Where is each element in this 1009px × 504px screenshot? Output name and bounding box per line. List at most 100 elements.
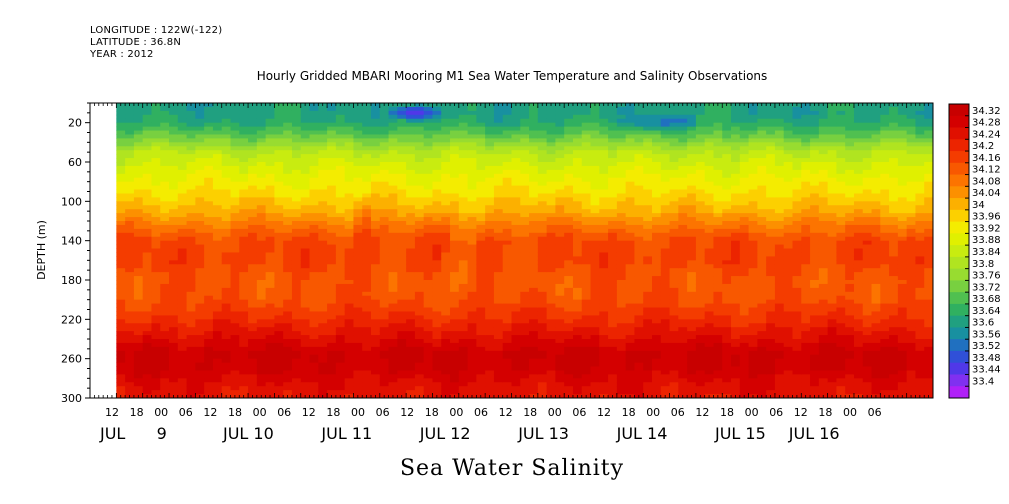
heatmap-cell [555, 346, 565, 352]
heatmap-cell [467, 130, 477, 135]
heatmap-cell [467, 189, 477, 194]
heatmap-cell [248, 122, 258, 128]
heatmap-cell [572, 335, 583, 340]
heatmap-cell [687, 228, 697, 234]
heatmap-cell [660, 134, 671, 139]
heatmap-cell [335, 283, 346, 289]
heatmap-cell [450, 173, 460, 179]
heatmap-cell [151, 374, 161, 379]
heatmap-cell [616, 339, 627, 344]
heatmap-cell [142, 358, 152, 364]
heatmap-cell [432, 342, 442, 348]
heatmap-cell [230, 287, 240, 293]
heatmap-cell [256, 276, 267, 281]
heatmap-cell [555, 268, 565, 273]
heatmap-cell [318, 295, 328, 301]
heatmap-cell [458, 181, 469, 187]
heatmap-cell [142, 213, 152, 218]
heatmap-cell [186, 311, 196, 316]
heatmap-cell [520, 122, 530, 128]
heatmap-cell [502, 260, 512, 265]
heatmap-cell [335, 307, 346, 312]
heatmap-cell [476, 142, 486, 147]
heatmap-cell [204, 260, 214, 265]
heatmap-cell [388, 390, 398, 395]
heatmap-cell [467, 295, 477, 301]
heatmap-cell [283, 299, 293, 305]
heatmap-cell [283, 228, 293, 234]
heatmap-cell [590, 106, 600, 112]
heatmap-cell [652, 169, 662, 175]
heatmap-cell [511, 264, 521, 269]
heatmap-cell [371, 386, 381, 391]
heatmap-cell [467, 110, 477, 116]
heatmap-cell [388, 319, 398, 324]
heatmap-cell [564, 197, 574, 202]
heatmap-cell [467, 146, 477, 151]
heatmap-cell [485, 280, 495, 285]
heatmap-cell [493, 287, 504, 293]
heatmap-cell [248, 291, 258, 297]
heatmap-cell [169, 217, 179, 222]
heatmap-cell [564, 358, 574, 364]
heatmap-cell [485, 169, 495, 175]
heatmap-cell [643, 173, 653, 179]
heatmap-cell [476, 118, 486, 124]
heatmap-cell [371, 287, 381, 293]
heatmap-cell [432, 114, 442, 120]
heatmap-cell [388, 205, 398, 210]
heatmap-cell [511, 201, 521, 206]
heatmap-cell [432, 150, 442, 155]
heatmap-cell [450, 382, 460, 387]
heatmap-cell [441, 181, 451, 187]
heatmap-cell [423, 177, 433, 183]
heatmap-cell [397, 217, 407, 222]
heatmap-cell [450, 256, 460, 261]
heatmap-cell [248, 260, 258, 265]
heatmap-cell [309, 299, 319, 305]
heatmap-cell [599, 126, 609, 132]
heatmap-cell [133, 197, 144, 202]
heatmap-cell [467, 260, 477, 265]
heatmap-cell [511, 260, 521, 265]
heatmap-cell [414, 272, 425, 277]
heatmap-cell [678, 335, 688, 340]
heatmap-cell [397, 248, 407, 253]
heatmap-cell [186, 106, 196, 112]
heatmap-cell [335, 370, 346, 375]
heatmap-cell [687, 386, 697, 391]
heatmap-cell [467, 339, 477, 344]
heatmap-cell [458, 354, 469, 360]
heatmap-cell [353, 272, 363, 277]
heatmap-cell [660, 165, 671, 171]
heatmap-cell [660, 358, 671, 364]
heatmap-cell [423, 354, 433, 360]
heatmap-cell [142, 197, 152, 202]
heatmap-cell [687, 319, 697, 324]
heatmap-cell [678, 248, 688, 253]
heatmap-cell [599, 122, 609, 128]
heatmap-cell [643, 221, 653, 226]
heatmap-cell [660, 350, 671, 356]
heatmap-cell [625, 197, 635, 202]
heatmap-cell [230, 327, 240, 332]
heatmap-cell [116, 272, 126, 277]
heatmap-cell [388, 283, 398, 289]
heatmap-cell [634, 165, 644, 171]
heatmap-cell [616, 327, 627, 332]
heatmap-cell [529, 335, 539, 340]
heatmap-cell [397, 142, 407, 147]
heatmap-cell [256, 346, 267, 352]
heatmap-cell [344, 378, 354, 383]
heatmap-cell [590, 177, 600, 183]
heatmap-cell [546, 189, 556, 194]
heatmap-cell [274, 342, 284, 348]
heatmap-cell [388, 386, 398, 391]
heatmap-cell [116, 193, 126, 198]
heatmap-cell [493, 110, 504, 116]
heatmap-cell [309, 303, 319, 309]
heatmap-cell [212, 110, 223, 116]
heatmap-cell [388, 260, 398, 265]
heatmap-cell [529, 268, 539, 273]
heatmap-cell [353, 244, 363, 250]
